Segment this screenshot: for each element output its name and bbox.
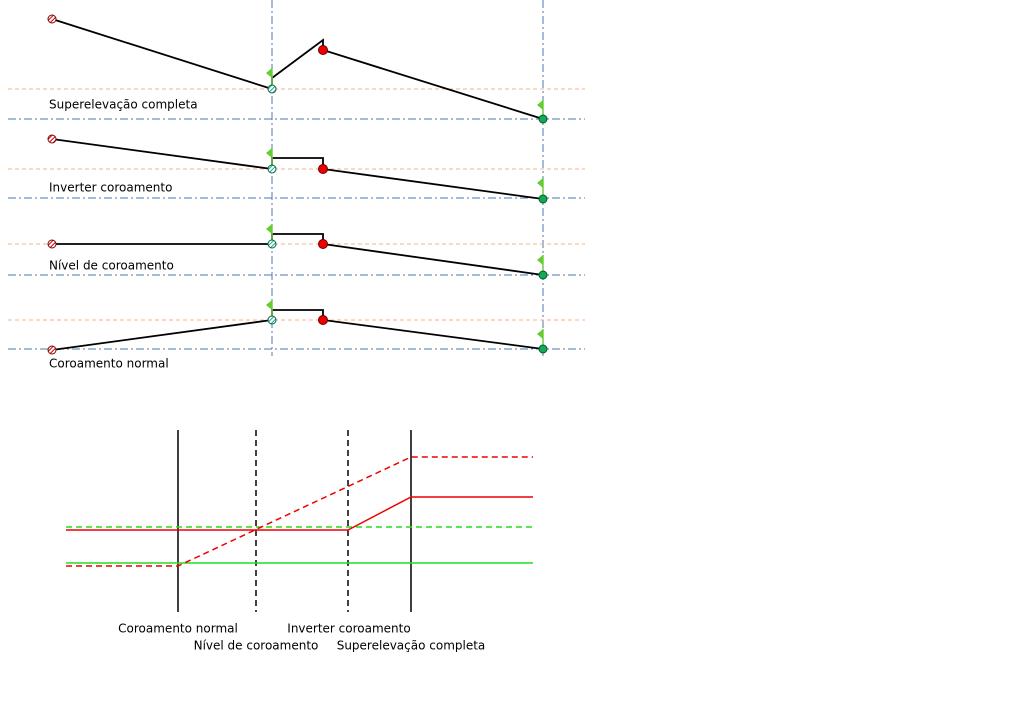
transition-chart: Coroamento normal Nível de coroamento In…: [66, 430, 533, 653]
station-label: Coroamento normal: [118, 622, 238, 636]
station-label: Nível de coroamento: [194, 639, 319, 653]
section-profile: [51, 309, 544, 351]
section-profile: [52, 233, 544, 276]
flag: [266, 224, 272, 234]
point: [538, 194, 548, 204]
section-profile: [51, 18, 544, 120]
red-profile-dashed: [66, 456, 533, 567]
flag: [537, 329, 543, 339]
station-label: Superelevação completa: [337, 639, 486, 653]
point: [538, 114, 548, 124]
cross-sections: Superelevação completa Inverter coroament…: [8, 14, 585, 371]
flag: [266, 148, 272, 158]
section-profile: [51, 138, 544, 200]
point: [47, 134, 57, 144]
point: [538, 270, 548, 280]
point: [267, 84, 277, 94]
point: [318, 315, 328, 325]
point: [318, 164, 328, 174]
point: [47, 345, 57, 355]
point: [318, 239, 328, 249]
section-label: Coroamento normal: [49, 357, 169, 371]
flag: [266, 68, 272, 78]
section-label: Superelevação completa: [49, 98, 198, 112]
red-profile: [66, 496, 533, 531]
section-label: Nível de coroamento: [49, 259, 174, 273]
flag: [537, 255, 543, 265]
point: [538, 344, 548, 354]
point: [267, 315, 277, 325]
flag: [537, 178, 543, 188]
flag: [266, 300, 272, 310]
point: [267, 164, 277, 174]
flag: [537, 100, 543, 110]
point: [47, 239, 57, 249]
section-label: Inverter coroamento: [49, 181, 172, 195]
point: [267, 239, 277, 249]
point: [47, 14, 57, 24]
point: [318, 45, 328, 55]
station-label: Inverter coroamento: [287, 622, 410, 636]
